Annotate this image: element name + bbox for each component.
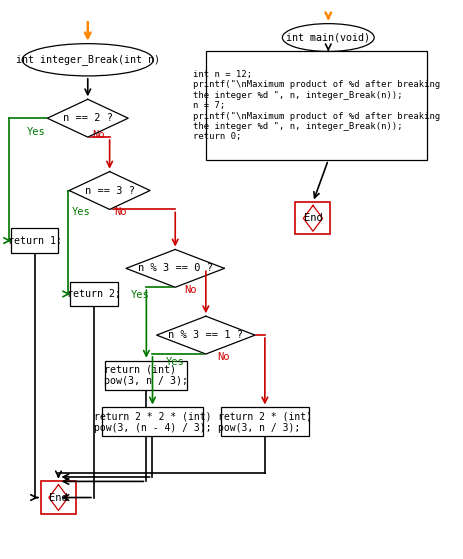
Text: No: No	[114, 207, 126, 217]
Text: Yes: Yes	[165, 357, 184, 367]
Bar	[206, 51, 426, 160]
Text: n == 3 ?: n == 3 ?	[84, 186, 134, 196]
Text: End: End	[303, 214, 322, 223]
Text: Yes: Yes	[130, 290, 149, 300]
Text: No: No	[183, 285, 196, 295]
Bar	[70, 282, 117, 306]
Bar	[102, 408, 202, 437]
Ellipse shape	[22, 44, 153, 76]
Bar	[41, 481, 76, 514]
Text: No: No	[92, 130, 105, 140]
Text: n % 3 == 0 ?: n % 3 == 0 ?	[138, 263, 212, 273]
Text: int main(void): int main(void)	[286, 32, 369, 42]
Text: Yes: Yes	[26, 127, 45, 137]
Polygon shape	[47, 100, 128, 137]
Ellipse shape	[282, 23, 373, 51]
Text: return 2;: return 2;	[67, 289, 121, 299]
Bar	[105, 361, 187, 390]
Text: Yes: Yes	[71, 207, 90, 217]
Polygon shape	[303, 205, 322, 231]
Polygon shape	[126, 249, 224, 287]
Polygon shape	[49, 485, 68, 510]
Bar	[221, 408, 308, 437]
Polygon shape	[69, 172, 150, 210]
Text: No: No	[216, 352, 229, 362]
Text: End: End	[49, 492, 68, 503]
Text: return 1;: return 1;	[8, 235, 62, 245]
Polygon shape	[156, 316, 255, 354]
Text: return (int)
pow(3, n / 3);: return (int) pow(3, n / 3);	[104, 364, 188, 386]
Text: int n = 12;
printf("\nMaximum product of %d after breaking
the integer %d ", n, : int n = 12; printf("\nMaximum product of…	[192, 70, 439, 141]
Text: n == 2 ?: n == 2 ?	[63, 113, 113, 123]
Text: return 2 * (int)
pow(3, n / 3);: return 2 * (int) pow(3, n / 3);	[218, 411, 311, 433]
Text: return 2 * 2 * (int)
pow(3, (n - 4) / 3);: return 2 * 2 * (int) pow(3, (n - 4) / 3)…	[94, 411, 211, 433]
Bar	[11, 228, 58, 253]
Text: int integer_Break(int n): int integer_Break(int n)	[16, 54, 159, 65]
Text: n % 3 == 1 ?: n % 3 == 1 ?	[168, 330, 243, 340]
Bar	[295, 202, 330, 234]
